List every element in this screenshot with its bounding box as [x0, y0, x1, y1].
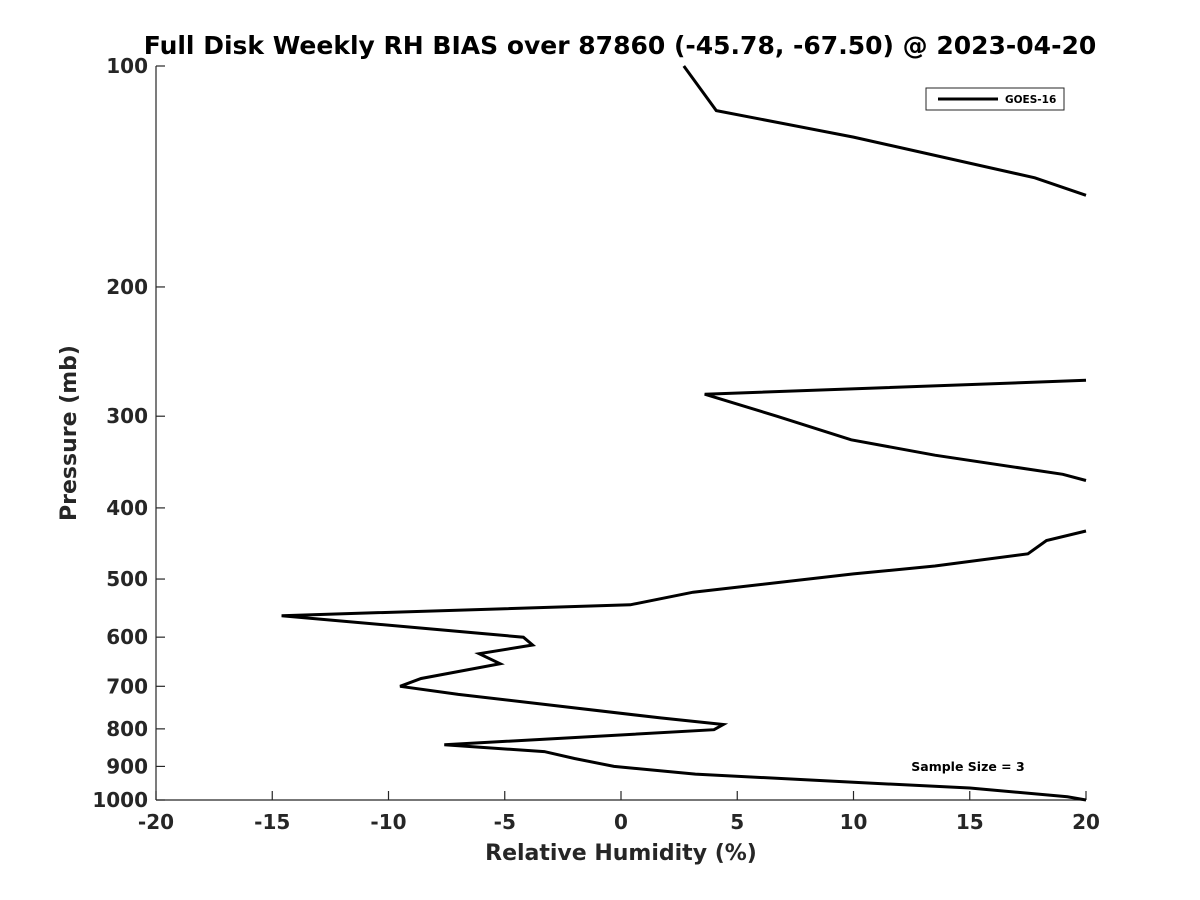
- y-ticks: 100 200 300 400 500 600 700 800 900 1000: [92, 54, 165, 812]
- chart-title: Full Disk Weekly RH BIAS over 87860 (-45…: [144, 31, 1097, 60]
- series-line-goes-16: [704, 378, 1087, 482]
- x-tick-label: -20: [138, 810, 174, 834]
- x-tick-label: -15: [254, 810, 290, 834]
- y-tick-label: 100: [106, 54, 148, 78]
- x-axis-label: Relative Humidity (%): [485, 841, 757, 866]
- y-tick-label: 900: [106, 754, 148, 778]
- series-line-goes-16: [281, 529, 1087, 802]
- sample-size-annotation: Sample Size = 3: [911, 759, 1024, 774]
- x-tick-label: 15: [956, 810, 984, 834]
- y-tick-label: 700: [106, 674, 148, 698]
- axes: [155, 66, 1086, 801]
- y-tick-label: 200: [106, 275, 148, 299]
- y-tick-label: 500: [106, 567, 148, 591]
- series-lines: [281, 65, 1087, 802]
- y-tick-label: 400: [106, 496, 148, 520]
- x-tick-label: 5: [730, 810, 744, 834]
- x-tick-label: 20: [1072, 810, 1100, 834]
- legend: GOES-16: [925, 87, 1065, 111]
- x-tick-label: -10: [370, 810, 406, 834]
- y-tick-label: 300: [106, 404, 148, 428]
- y-tick-label: 800: [106, 717, 148, 741]
- series-line-goes-16: [682, 65, 1087, 197]
- x-tick-label: 10: [840, 810, 868, 834]
- y-tick-label: 1000: [92, 788, 148, 812]
- y-tick-label: 600: [106, 625, 148, 649]
- x-tick-label: -5: [494, 810, 516, 834]
- x-tick-label: 0: [614, 810, 628, 834]
- y-axis-label: Pressure (mb): [57, 345, 82, 521]
- x-ticks: -20 -15 -10 -5 0 5 10 15 20: [138, 791, 1100, 834]
- legend-entry-goes-16: GOES-16: [1005, 94, 1056, 106]
